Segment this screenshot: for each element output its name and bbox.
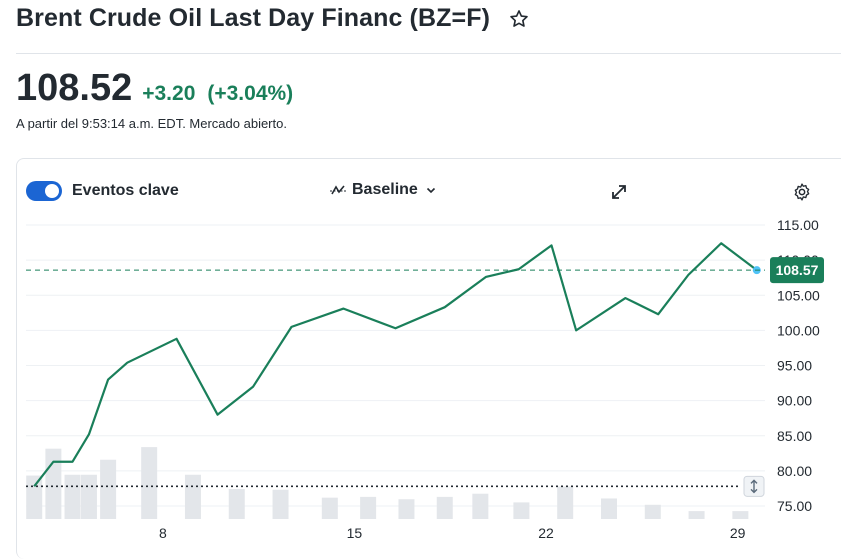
- chevron-down-icon: [426, 187, 435, 194]
- quote-change: +3.20: [142, 82, 196, 105]
- quote-price-row: 108.52 +3.20 (+3.04%): [16, 67, 293, 110]
- scroll-arrows-icon[interactable]: [743, 475, 765, 497]
- toggle-knob: [45, 184, 59, 198]
- y-tick-label: 95.00: [777, 358, 812, 374]
- expand-icon[interactable]: [610, 183, 628, 201]
- key-events-toggle-row: Eventos clave: [26, 181, 179, 201]
- price-line: [33, 242, 758, 488]
- volume-bar: [513, 502, 530, 519]
- volume-bar: [272, 489, 289, 519]
- divider: [16, 53, 841, 54]
- volume-bar: [45, 448, 62, 519]
- volume-bar: [436, 496, 453, 519]
- volume-bar: [184, 474, 201, 519]
- last-price-tag-label: 108.57: [776, 262, 819, 278]
- volume-bar: [26, 475, 43, 519]
- key-events-toggle[interactable]: [26, 181, 62, 201]
- volume-bar: [688, 511, 705, 519]
- x-tick-label: 29: [730, 525, 746, 541]
- volume-bar: [80, 474, 97, 519]
- y-tick-label: 100.00: [777, 322, 820, 338]
- baseline-icon: [330, 185, 346, 195]
- x-tick-label: 8: [159, 525, 167, 541]
- volume-bar: [472, 493, 489, 519]
- volume-bar: [64, 474, 81, 519]
- y-tick-label: 90.00: [777, 393, 812, 409]
- chart-type-dropdown[interactable]: Baseline: [330, 181, 436, 199]
- volume-bar: [321, 497, 338, 519]
- star-icon[interactable]: [508, 8, 530, 30]
- volume-bar: [557, 486, 574, 519]
- title-row: Brent Crude Oil Last Day Financ (BZ=F): [16, 4, 530, 33]
- chart-card: [16, 158, 841, 559]
- volume-bar: [398, 499, 415, 519]
- chart-type-label: Baseline: [352, 181, 418, 198]
- volume-bar: [141, 447, 158, 519]
- gear-icon[interactable]: [792, 182, 812, 202]
- x-tick-label: 15: [347, 525, 363, 541]
- y-tick-label: 85.00: [777, 428, 812, 444]
- volume-bar: [732, 511, 749, 519]
- volume-bar: [228, 488, 245, 519]
- last-price-tag: [770, 257, 824, 284]
- y-tick-label: 75.00: [777, 498, 812, 514]
- y-tick-label: 105.00: [777, 287, 820, 303]
- volume-bar: [600, 498, 617, 519]
- quote-price: 108.52: [16, 67, 133, 109]
- market-time: A partir del 9:53:14 a.m. EDT. Mercado a…: [16, 116, 287, 131]
- volume-bar: [360, 496, 377, 519]
- y-tick-label: 115.00: [777, 217, 819, 233]
- scroll-arrows-glyph: [750, 479, 758, 494]
- volume-bar: [644, 504, 661, 519]
- y-tick-label: 80.00: [777, 463, 812, 479]
- x-tick-label: 22: [538, 525, 554, 541]
- volume-bar: [100, 459, 117, 519]
- quote-change-percent: (+3.04%): [207, 82, 294, 105]
- page-title: Brent Crude Oil Last Day Financ (BZ=F): [16, 4, 491, 32]
- key-events-label: Eventos clave: [72, 182, 179, 199]
